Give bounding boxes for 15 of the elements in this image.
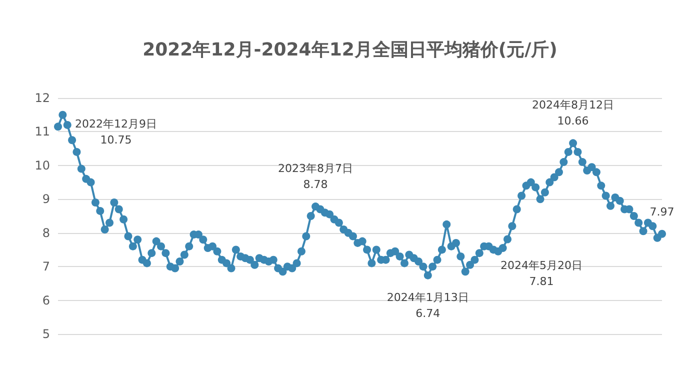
y-tick-label: 10 [34,158,50,172]
y-tick-label: 6 [42,293,50,308]
data-label: 2022年12月9日 10.75 [75,118,158,147]
chart-title: 2022年12月-2024年12月全国日平均猪价(元/斤) [142,40,558,60]
data-label: 2024年8月12日 10.66 [532,98,614,128]
data-label: 2023年8月7日 8.78 [278,162,354,192]
data-label: 2024年1月13日 6.74 [386,290,469,320]
data-label: 7.97 [650,205,674,218]
y-tick-label: 8 [42,226,50,240]
y-tick-label: 7 [42,260,50,274]
y-tick-label: 11 [34,124,50,139]
data-label: 2024年5月20日 7.81 [500,258,582,288]
y-tick-label: 5 [42,327,50,341]
y-tick-label: 12 [34,91,50,105]
y-tick-label: 9 [42,192,50,206]
